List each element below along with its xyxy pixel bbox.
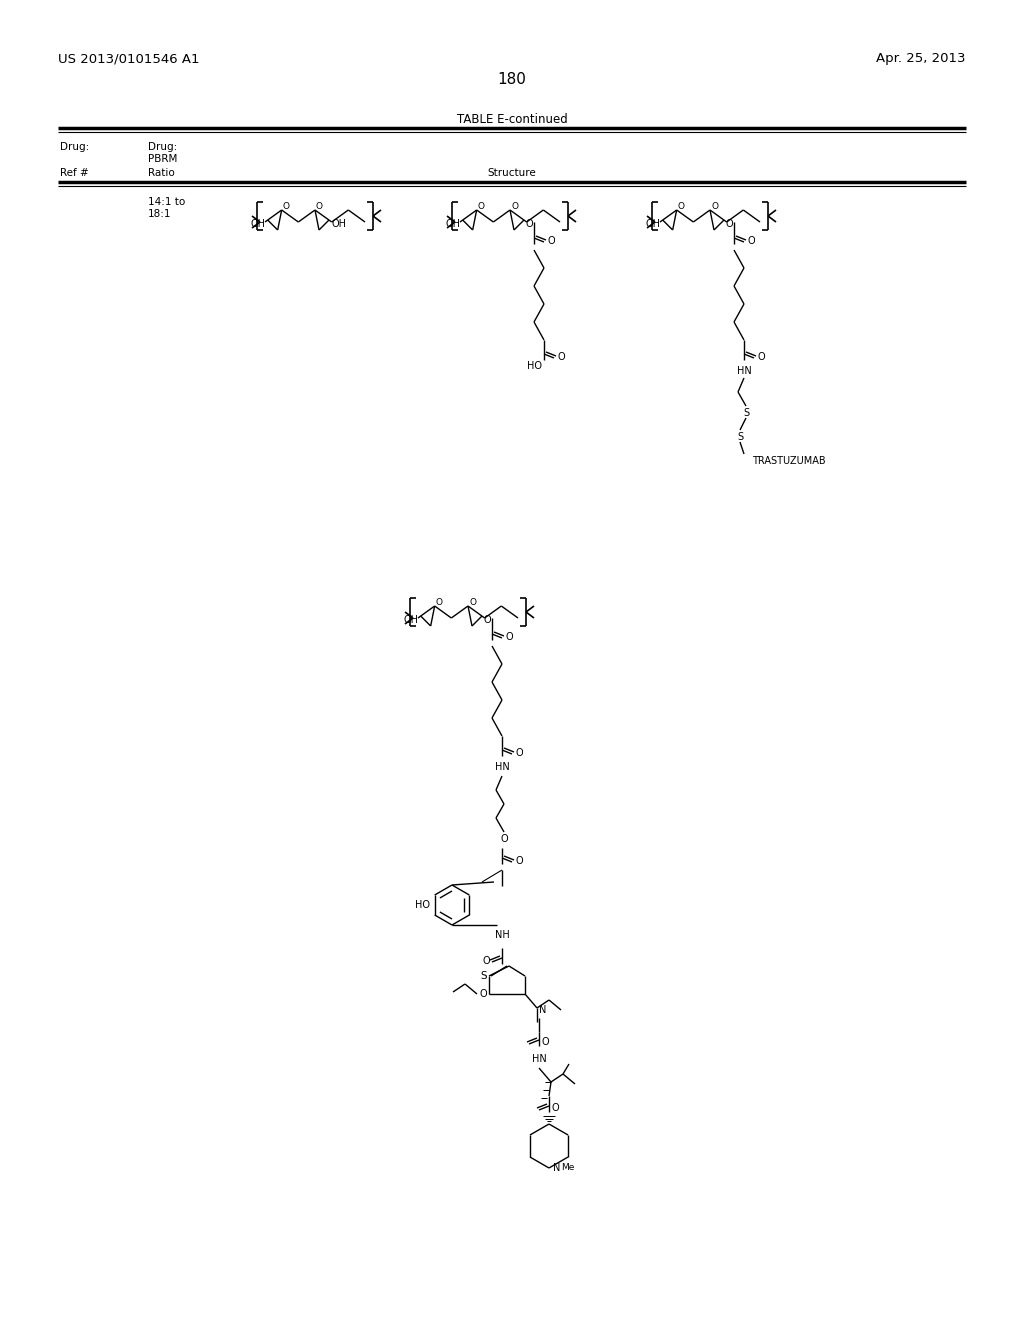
Text: O: O	[726, 219, 733, 228]
Text: HN: HN	[495, 762, 509, 772]
Text: HN: HN	[736, 366, 752, 376]
Text: OH: OH	[646, 219, 660, 228]
Text: O: O	[757, 352, 765, 362]
Text: HO: HO	[415, 900, 430, 909]
Text: O: O	[511, 202, 518, 211]
Text: PBRM: PBRM	[148, 154, 177, 164]
Text: S: S	[737, 432, 743, 442]
Text: HO: HO	[527, 360, 542, 371]
Text: OH: OH	[445, 219, 461, 228]
Text: Ref #: Ref #	[60, 168, 89, 178]
Text: Drug:: Drug:	[148, 143, 177, 152]
Text: O: O	[316, 202, 323, 211]
Text: O: O	[678, 202, 685, 211]
Text: S: S	[743, 408, 750, 418]
Text: Me: Me	[561, 1163, 574, 1172]
Text: O: O	[484, 615, 492, 624]
Text: O: O	[500, 834, 508, 843]
Text: 180: 180	[498, 73, 526, 87]
Text: O: O	[711, 202, 718, 211]
Text: TRASTUZUMAB: TRASTUZUMAB	[752, 455, 825, 466]
Text: 18:1: 18:1	[148, 209, 171, 219]
Text: O: O	[435, 598, 442, 607]
Text: O: O	[526, 219, 534, 228]
Text: HN: HN	[531, 1053, 547, 1064]
Text: O: O	[505, 632, 513, 642]
Text: O: O	[551, 1104, 559, 1113]
Text: NH: NH	[495, 931, 509, 940]
Text: O: O	[515, 748, 522, 758]
Text: Structure: Structure	[487, 168, 537, 178]
Text: O: O	[541, 1038, 549, 1047]
Text: O: O	[482, 956, 490, 966]
Text: Apr. 25, 2013: Apr. 25, 2013	[877, 51, 966, 65]
Text: TABLE E-continued: TABLE E-continued	[457, 114, 567, 125]
Text: O: O	[477, 202, 484, 211]
Text: O: O	[557, 352, 564, 362]
Text: Drug:: Drug:	[60, 143, 89, 152]
Text: OH: OH	[403, 615, 419, 624]
Text: Ratio: Ratio	[148, 168, 175, 178]
Text: US 2013/0101546 A1: US 2013/0101546 A1	[58, 51, 200, 65]
Text: N: N	[553, 1163, 560, 1173]
Text: O: O	[746, 236, 755, 246]
Text: O: O	[547, 236, 555, 246]
Text: 14:1 to: 14:1 to	[148, 197, 185, 207]
Text: OH: OH	[331, 219, 346, 228]
Text: N: N	[539, 1005, 547, 1015]
Text: O: O	[515, 855, 522, 866]
Text: S: S	[480, 972, 487, 981]
Text: OH: OH	[251, 219, 265, 228]
Text: O: O	[283, 202, 290, 211]
Text: O: O	[479, 989, 487, 999]
Text: O: O	[469, 598, 476, 607]
